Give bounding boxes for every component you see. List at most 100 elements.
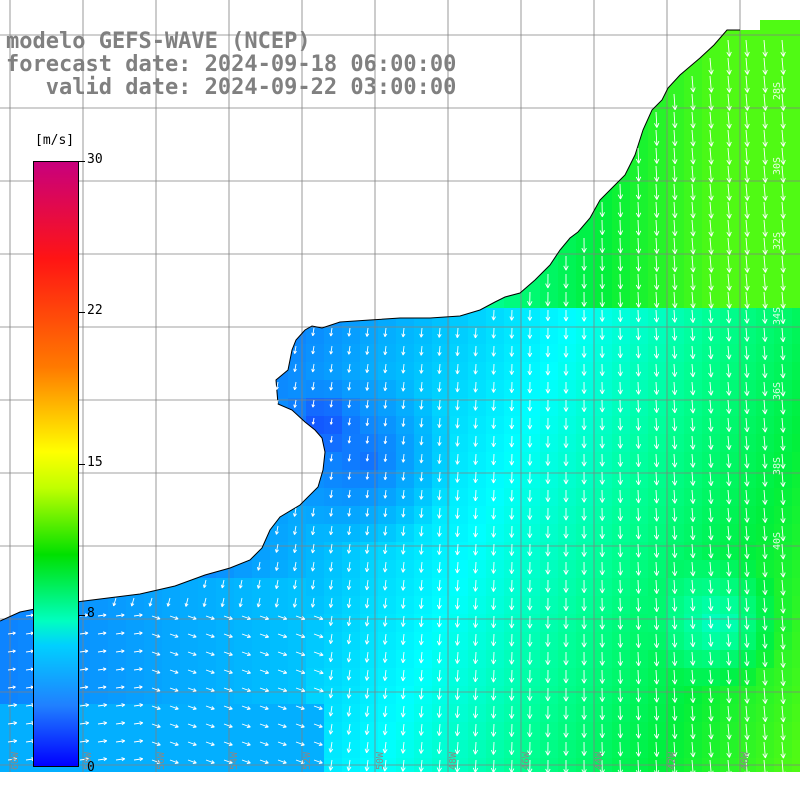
wind-speed-cell <box>360 452 379 471</box>
wind-arrow <box>293 345 297 354</box>
wind-arrow <box>617 687 624 703</box>
wind-speed-cell <box>360 380 379 399</box>
wind-arrow <box>690 453 696 468</box>
wind-speed-cell <box>774 398 793 417</box>
wind-arrow <box>672 687 678 703</box>
wind-speed-cell <box>540 488 559 507</box>
wind-speed-cell <box>180 668 199 687</box>
wind-arrow <box>726 669 732 685</box>
wind-arrow <box>401 381 406 392</box>
wind-arrow <box>401 525 406 537</box>
wind-speed-cell <box>0 758 19 777</box>
wind-speed-cell <box>720 434 739 453</box>
wind-arrow <box>346 615 352 627</box>
wind-arrow <box>599 219 605 236</box>
wind-arrow <box>653 327 660 341</box>
wind-arrow <box>220 597 225 608</box>
wind-speed-cell <box>738 38 757 57</box>
wind-arrow <box>726 507 732 523</box>
wind-arrow <box>79 631 89 636</box>
wind-speed-cell <box>756 398 775 417</box>
wind-arrow <box>310 597 316 608</box>
wind-arrow <box>617 507 623 522</box>
wind-speed-cell <box>216 740 235 759</box>
wind-arrow <box>726 525 732 541</box>
wind-arrow <box>762 579 768 596</box>
wind-speed-cell <box>450 632 469 651</box>
wind-speed-cell <box>324 704 343 723</box>
wind-speed-cell <box>630 182 649 201</box>
wind-speed-cell <box>738 668 757 687</box>
wind-speed-cell <box>504 560 523 579</box>
wind-speed-cell <box>342 524 361 543</box>
wind-arrow <box>313 759 323 764</box>
wind-speed-cell <box>612 596 631 615</box>
wind-speed-cell <box>396 434 415 453</box>
wind-speed-cell <box>144 758 163 777</box>
wind-speed-cell <box>576 722 595 741</box>
wind-arrow <box>437 543 442 555</box>
wind-speed-cell <box>612 614 631 633</box>
wind-arrow <box>472 669 479 683</box>
wind-speed-cell <box>576 704 595 723</box>
wind-arrow <box>295 687 306 693</box>
wind-speed-cell <box>378 704 397 723</box>
wind-arrow <box>187 615 197 620</box>
wind-speed-cell <box>720 128 739 147</box>
wind-arrow <box>491 489 497 502</box>
wind-speed-cell <box>324 524 343 543</box>
wind-arrow <box>581 345 587 358</box>
wind-speed-cell <box>522 578 541 597</box>
wind-speed-cell <box>684 290 703 309</box>
wind-speed-cell <box>396 452 415 471</box>
wind-arrow <box>744 93 750 111</box>
wind-speed-cell <box>522 560 541 579</box>
wind-arrow <box>690 345 696 360</box>
wind-arrow <box>490 705 497 719</box>
wind-arrow <box>347 399 352 409</box>
wind-arrow <box>672 561 678 577</box>
wind-arrow <box>780 255 786 273</box>
wind-speed-cell <box>486 542 505 561</box>
wind-arrow <box>563 525 569 539</box>
wind-speed-cell <box>756 146 775 165</box>
wind-arrow <box>202 579 207 589</box>
wind-speed-cell <box>594 452 613 471</box>
wind-speed-cell <box>522 596 541 615</box>
wind-arrow <box>762 201 768 219</box>
wind-arrow <box>205 669 215 674</box>
wind-speed-cell <box>594 686 613 705</box>
wind-arrow <box>292 579 297 590</box>
wind-speed-cell <box>558 452 577 471</box>
wind-arrow <box>455 453 460 465</box>
wind-arrow <box>509 507 515 520</box>
wind-arrow <box>509 741 515 756</box>
wind-speed-cell <box>648 236 667 255</box>
wind-arrow <box>581 633 587 648</box>
wind-arrow <box>545 651 551 665</box>
wind-arrow <box>581 543 587 557</box>
wind-arrow <box>400 669 406 682</box>
wind-speed-cell <box>684 434 703 453</box>
wind-arrow <box>187 759 197 764</box>
wind-arrow <box>509 723 515 737</box>
wind-speed-cell <box>612 200 631 219</box>
wind-arrow <box>509 705 515 719</box>
wind-arrow <box>509 525 515 538</box>
wind-arrow <box>454 633 460 646</box>
wind-speed-cell <box>594 758 613 777</box>
wind-arrow <box>455 489 460 501</box>
wind-speed-cell <box>774 92 793 111</box>
wind-arrow <box>635 219 642 236</box>
wind-arrow <box>365 363 370 374</box>
wind-speed-cell <box>288 380 307 399</box>
wind-speed-cell <box>774 578 793 597</box>
wind-speed-cell <box>270 524 289 543</box>
wind-arrow <box>617 453 623 467</box>
wind-speed-cell <box>648 344 667 363</box>
wind-arrow <box>509 471 515 484</box>
wind-arrow <box>238 579 243 589</box>
wind-speed-cell <box>396 416 415 435</box>
wind-arrow <box>762 489 768 505</box>
wind-speed-cell <box>342 416 361 435</box>
